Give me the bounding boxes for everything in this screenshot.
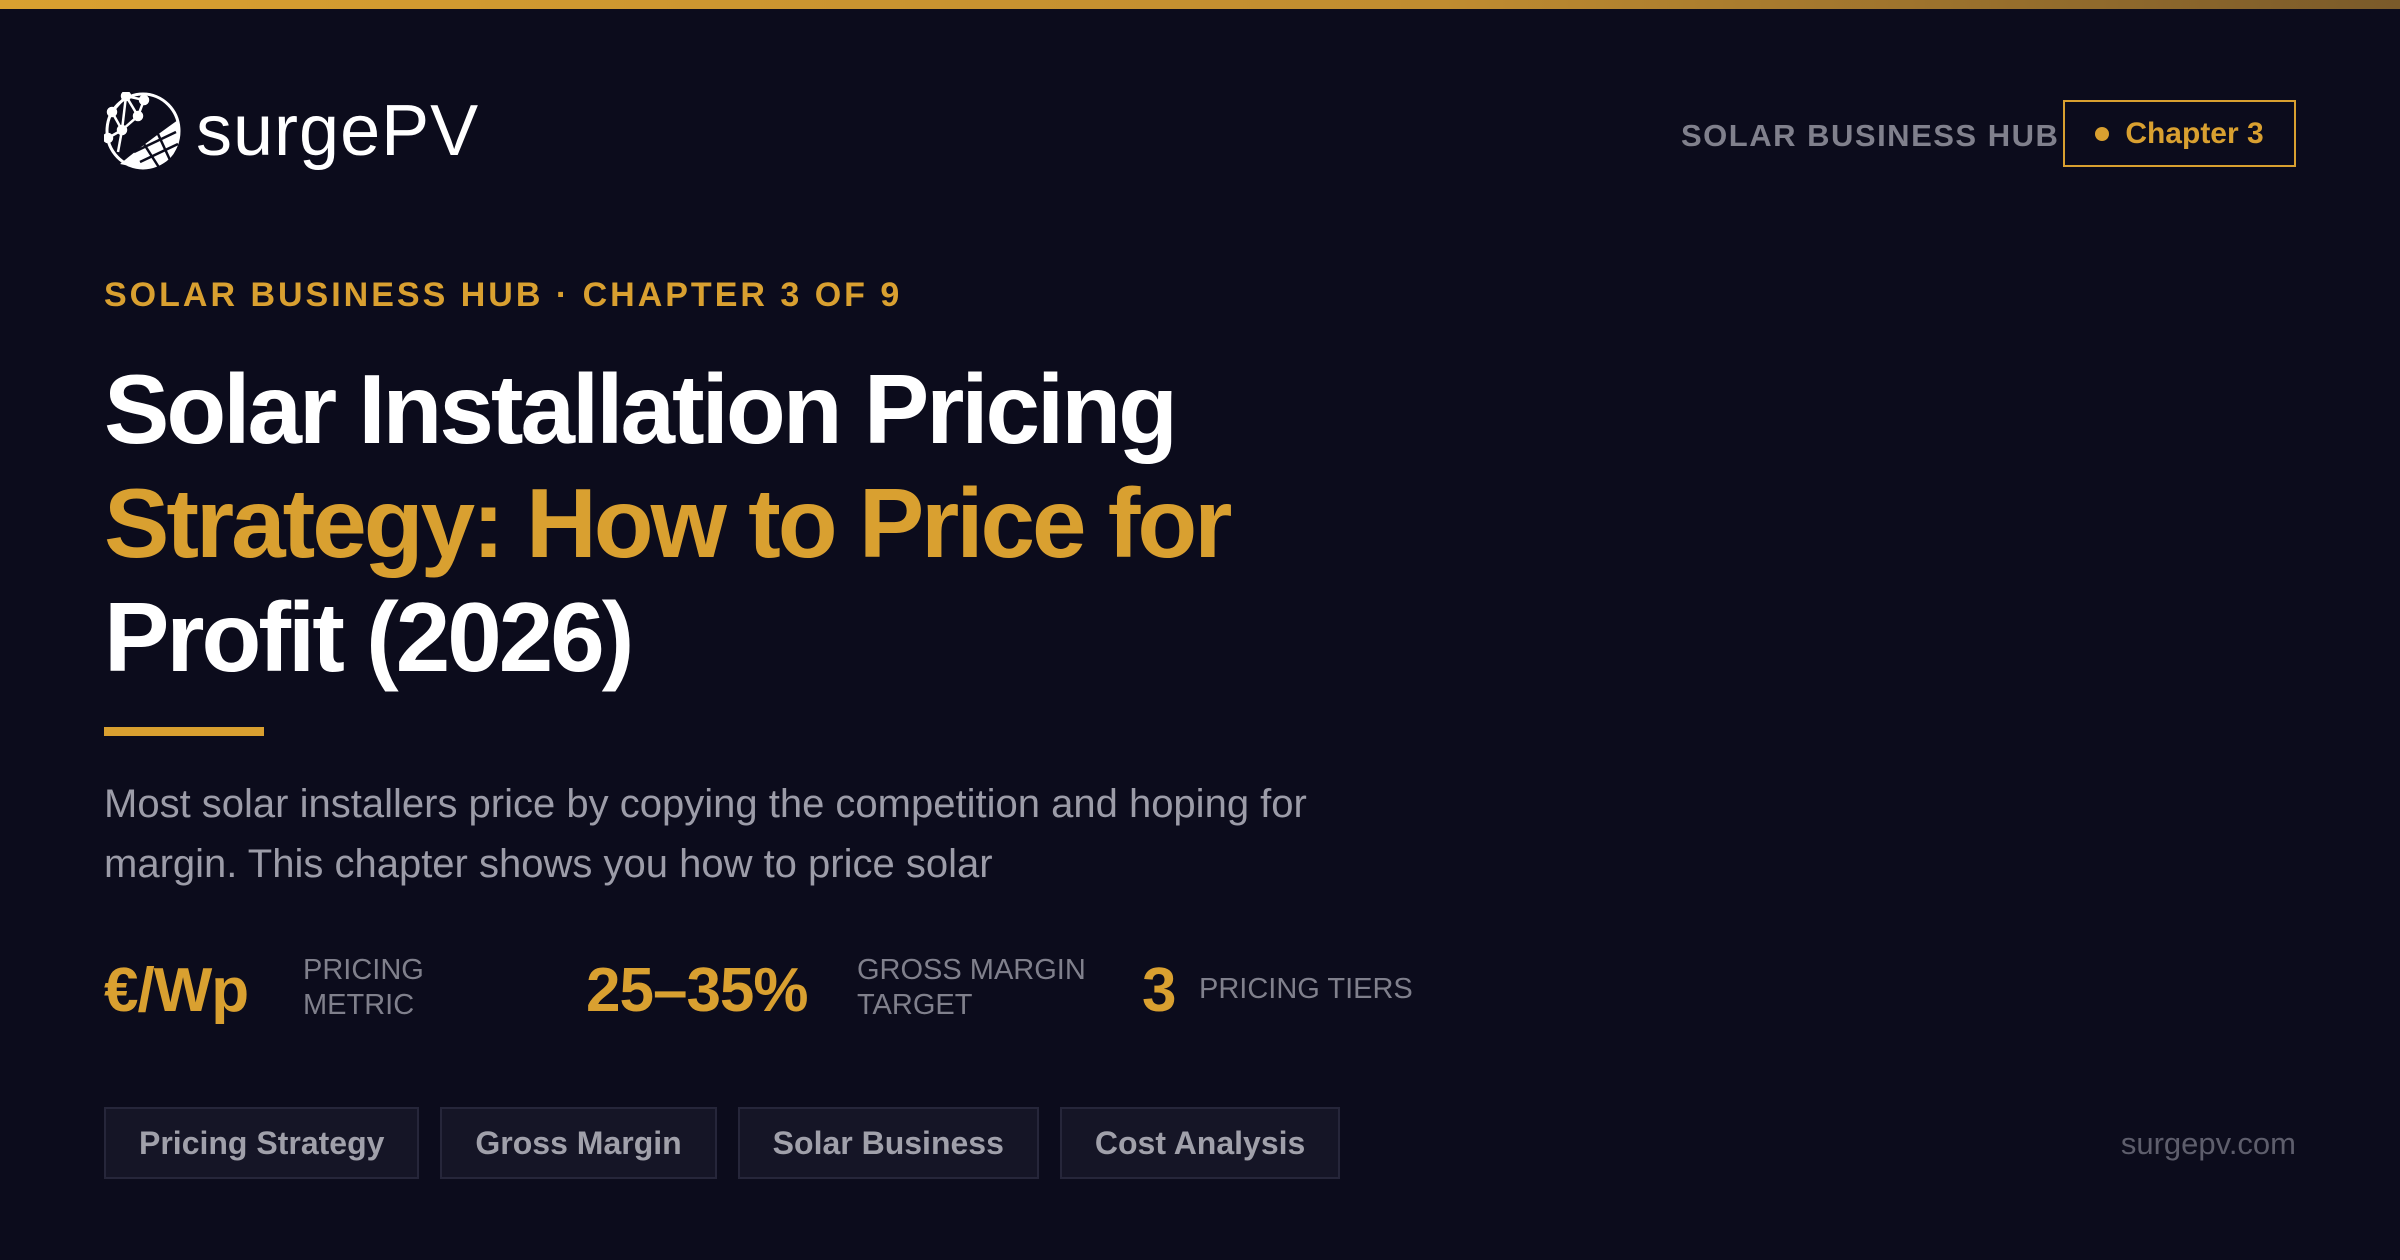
title-divider <box>104 727 264 736</box>
page-title: Solar Installation Pricing Strategy: How… <box>104 352 1504 694</box>
stat-value-metric: €/Wp <box>104 956 249 1025</box>
lede-paragraph: Most solar installers price by copying t… <box>104 782 1307 886</box>
tag-pricing-strategy[interactable]: Pricing Strategy <box>104 1107 420 1179</box>
title-line-2: Strategy: How to Price for <box>104 468 1232 578</box>
logo-wordmark: surgePV <box>196 91 480 171</box>
surgepv-logo[interactable]: surgePV <box>104 92 479 170</box>
tag-gross-margin[interactable]: Gross Margin <box>440 1107 717 1179</box>
title-line-1: Solar Installation Pricing <box>104 354 1178 464</box>
stat-label-tiers: PRICING TIERS <box>1199 973 1413 1005</box>
chapter-badge-label: Chapter 3 <box>2125 116 2264 150</box>
tag-cost-analysis[interactable]: Cost Analysis <box>1059 1107 1341 1179</box>
top-accent-bar <box>0 0 2400 9</box>
stat-label-metric: PRICING METRIC <box>303 954 424 1021</box>
dot-icon <box>2095 126 2110 141</box>
hub-nav-link[interactable]: SOLAR BUSINESS HUB <box>1681 118 2060 153</box>
chapter-badge[interactable]: Chapter 3 <box>2063 100 2296 167</box>
stat-value-tiers: 3 <box>1142 956 1176 1025</box>
eyebrow: SOLAR BUSINESS HUB · CHAPTER 3 OF 9 <box>104 276 903 314</box>
stat-label-margin: GROSS MARGIN TARGET <box>857 954 1086 1021</box>
tag-list: Pricing Strategy Gross Margin Solar Busi… <box>104 1107 1341 1179</box>
stat-value-margin: 25–35% <box>586 956 809 1025</box>
tag-solar-business[interactable]: Solar Business <box>737 1107 1039 1179</box>
title-line-3: Profit (2026) <box>104 582 634 692</box>
globe-solar-panel-icon <box>104 92 181 170</box>
site-link[interactable]: surgepv.com <box>2120 1126 2296 1161</box>
